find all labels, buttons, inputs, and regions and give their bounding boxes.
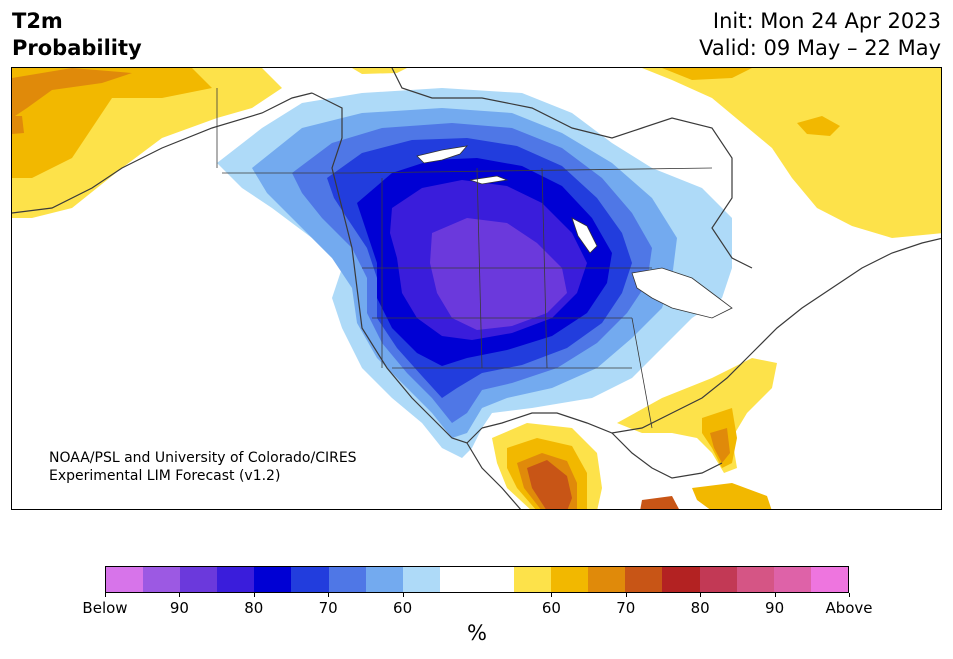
colorbar-tick-label: 60 [393, 599, 413, 617]
colorbar-tick-label: 60 [541, 599, 561, 617]
alaska-warm-80 [12, 68, 132, 118]
colorbar-tick-mark [625, 593, 627, 597]
date-info: Init: Mon 24 Apr 2023 Valid: 09 May – 22… [699, 8, 941, 62]
colorbar-segment [514, 567, 552, 592]
colorbar-segment [439, 567, 477, 592]
credit-line-1: NOAA/PSL and University of Colorado/CIRE… [49, 450, 357, 466]
map-title: T2m Probability [12, 8, 142, 62]
great-lakes [631, 267, 733, 319]
colorbar-tick-mark [849, 593, 850, 597]
map-canvas [12, 68, 941, 509]
colorbar-segment [810, 567, 848, 592]
colorbar-segment [217, 567, 255, 592]
colorbar-segment [106, 567, 144, 592]
colorbar-segment [699, 567, 737, 592]
colorbar-tick-mark [402, 593, 404, 597]
labrador-warm-70 [662, 68, 752, 80]
coastlines [12, 68, 941, 509]
colorbar-tick-label: 70 [318, 599, 338, 617]
colorbar-unit: % [467, 621, 487, 645]
credit-line-2: Experimental LIM Forecast (v1.2) [49, 468, 281, 484]
colorbar-tick-label: 90 [765, 599, 785, 617]
great-slave-lake [416, 145, 469, 164]
colorbar-tick-label: 90 [169, 599, 189, 617]
variable-label: T2m [12, 9, 63, 33]
greenland-warm [352, 68, 407, 74]
colorbar-tick-mark [253, 593, 255, 597]
colorbar-tick-label: 80 [690, 599, 710, 617]
lake-athabasca [469, 175, 509, 185]
colorbar-tick-label: 70 [616, 599, 636, 617]
colorbar-segment [736, 567, 774, 592]
cold-95 [430, 218, 567, 330]
valid-range: Valid: 09 May – 22 May [699, 36, 941, 60]
colorbar-segment [773, 567, 811, 592]
alaska-warm-70 [12, 68, 212, 178]
colorbar-segment [143, 567, 181, 592]
colorbar-segment [254, 567, 292, 592]
cuba-warm [692, 483, 772, 509]
forecast-map [11, 67, 942, 510]
colorbar-tick-mark [179, 593, 181, 597]
colorbar-tick-mark [328, 593, 330, 597]
colorbar-tick-mark [105, 593, 106, 597]
colorbar-segment [476, 567, 515, 592]
colorbar-segment [402, 567, 440, 592]
lake-winnipeg [571, 217, 598, 254]
state-borders [216, 88, 713, 429]
colorbar-segment [328, 567, 366, 592]
labrador-warm-60 [642, 68, 941, 238]
colorbar-tick-label: Above [825, 599, 873, 617]
alaska-warm-80b [12, 116, 24, 134]
colorbar-segment [662, 567, 700, 592]
colorbar-segment [588, 567, 626, 592]
colorbar-tick-label: 80 [244, 599, 264, 617]
colorbar-tick-mark [700, 593, 702, 597]
credit-text: NOAA/PSL and University of Colorado/CIRE… [49, 449, 357, 485]
init-date: Init: Mon 24 Apr 2023 [712, 9, 941, 33]
florida-warm-80 [710, 428, 730, 463]
mexico-warm-85 [527, 460, 572, 509]
southeast-warm-60 [617, 358, 777, 473]
colorbar-tick-label: Below [82, 599, 128, 617]
labrador-warm-70b [797, 116, 840, 136]
probability-colorbar [105, 566, 849, 593]
colorbar-segment [180, 567, 218, 592]
colorbar-segment [625, 567, 663, 592]
colorbar-tick-mark [774, 593, 776, 597]
colorbar-segment [291, 567, 329, 592]
colorbar-tick-mark [551, 593, 553, 597]
colorbar-segment [365, 567, 403, 592]
colorbar-segment [551, 567, 589, 592]
product-label: Probability [12, 36, 142, 60]
cuba-warm-hot [640, 496, 679, 509]
